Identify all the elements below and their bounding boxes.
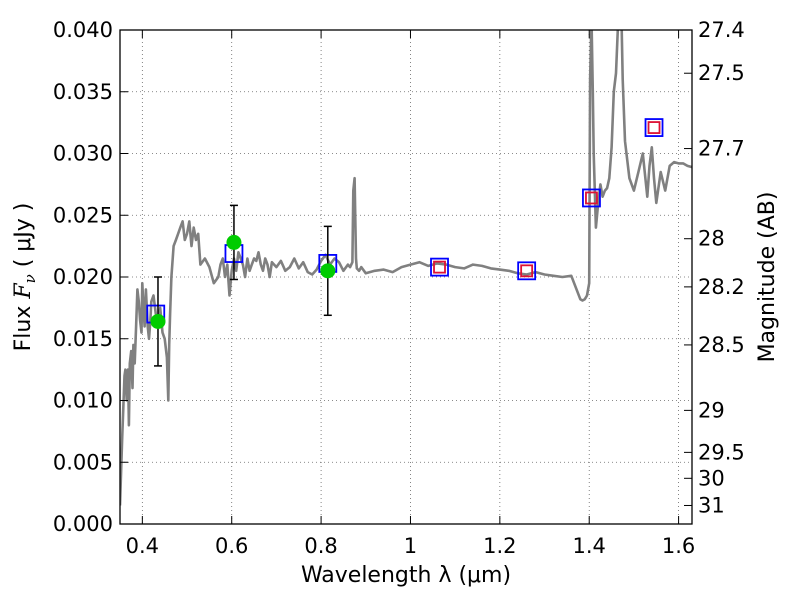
- x-tick-label: 1.4: [573, 534, 606, 558]
- y-tick-label: 0.030: [53, 142, 113, 166]
- model-spectrum-line: [120, 30, 692, 506]
- y-tick-label: 0.010: [53, 389, 113, 413]
- x-tick-label: 0.6: [215, 534, 248, 558]
- red-square-marker: [520, 264, 534, 278]
- x-tick-label: 0.4: [126, 534, 159, 558]
- x-tick-label: 1: [404, 534, 417, 558]
- mag-tick-label: 28: [698, 227, 725, 251]
- x-tick-label: 0.8: [304, 534, 337, 558]
- mag-tick-label: 28.2: [698, 275, 745, 299]
- y-tick-label: 0.040: [53, 18, 113, 42]
- mag-tick-label: 28.5: [698, 333, 745, 357]
- blue-square-marker: [517, 261, 537, 281]
- mag-tick-label: 27.7: [698, 137, 745, 161]
- red-square-marker: [433, 260, 446, 274]
- y-tick-label: 0.000: [53, 512, 113, 536]
- green-point-marker: [150, 313, 166, 329]
- x-axis-title: Wavelength λ (μm): [301, 563, 511, 588]
- y-tick-label: 0.020: [53, 265, 113, 289]
- mag-tick-label: 27.4: [698, 18, 745, 42]
- y2-axis-title: Magnitude (AB): [755, 192, 780, 363]
- y-tick-label: 0.025: [53, 203, 113, 227]
- data-layer: [120, 30, 692, 506]
- ticks: 0.4 0.6 0.8 1 1.2 1.4 1.6 0.000 0.005 0.010 0.015 0…: [53, 18, 745, 558]
- y-tick-label: 0.035: [53, 80, 113, 104]
- mag-tick-label: 29.5: [698, 440, 745, 464]
- y-axis-title: Flux Fν ( μJy ): [11, 203, 39, 352]
- blue-square-marker: [644, 118, 664, 137]
- blue-square-marker: [582, 188, 601, 208]
- mag-tick-label: 29: [698, 398, 725, 422]
- mag-tick-label: 30: [698, 466, 725, 490]
- green-point-marker: [320, 263, 336, 279]
- green-point-marker: [226, 234, 242, 250]
- plot-frame: [119, 29, 693, 525]
- y-tick-label: 0.015: [53, 327, 113, 351]
- x-tick-label: 1.6: [662, 534, 695, 558]
- mag-tick-label: 31: [698, 493, 725, 517]
- x-tick-label: 1.2: [483, 534, 516, 558]
- blue-square-marker: [430, 257, 449, 277]
- grid: [120, 29, 692, 525]
- mag-tick-label: 27.5: [698, 61, 745, 85]
- y-tick-label: 0.005: [53, 450, 113, 474]
- red-square-marker: [585, 191, 598, 205]
- red-square-marker: [647, 121, 661, 134]
